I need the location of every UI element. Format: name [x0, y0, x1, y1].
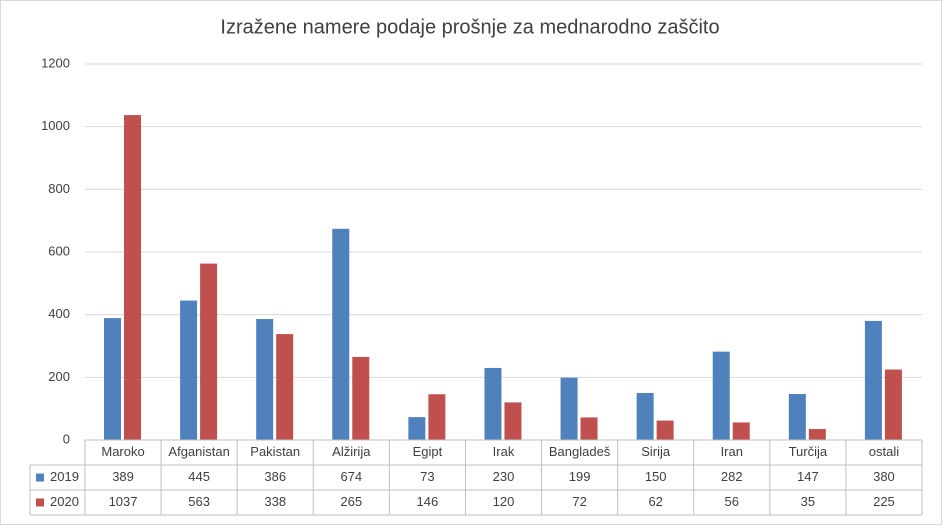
table-value: 146	[417, 494, 439, 509]
bar	[256, 319, 274, 440]
bar	[504, 402, 522, 440]
bar	[656, 420, 674, 440]
x-tick-label: Pakistan	[250, 444, 300, 459]
bar	[104, 318, 121, 440]
table-value: 225	[873, 494, 895, 509]
bar	[428, 394, 446, 440]
x-tick-label: Alžirija	[332, 444, 371, 459]
x-tick-label: Turčija	[789, 444, 828, 459]
legend-label: 2019	[50, 469, 79, 484]
table-value: 563	[188, 494, 210, 509]
bar	[276, 334, 294, 440]
table-value: 199	[569, 469, 591, 484]
x-tick-label: Sirija	[641, 444, 671, 459]
bar	[124, 115, 141, 440]
x-tick-label: Bangladeš	[549, 444, 611, 459]
y-tick-label: 0	[63, 431, 70, 446]
bar	[560, 377, 578, 440]
legend-key	[36, 498, 44, 507]
bar	[808, 429, 826, 440]
table-value: 265	[340, 494, 362, 509]
table-value: 380	[873, 469, 895, 484]
table-value: 150	[645, 469, 667, 484]
bar	[636, 393, 654, 440]
legend-label: 2020	[50, 494, 79, 509]
y-tick-label: 200	[48, 369, 70, 384]
table-value: 56	[725, 494, 739, 509]
bar	[408, 417, 426, 440]
table-value: 147	[797, 469, 819, 484]
bar	[732, 422, 750, 440]
bar	[712, 351, 730, 440]
bar	[884, 369, 902, 440]
table-value: 62	[648, 494, 662, 509]
bar	[200, 263, 218, 440]
y-tick-label: 800	[48, 181, 70, 196]
table-value: 282	[721, 469, 743, 484]
table-value: 338	[264, 494, 286, 509]
table-value: 120	[493, 494, 515, 509]
table-value: 674	[340, 469, 362, 484]
table-value: 35	[801, 494, 815, 509]
table-value: 1037	[109, 494, 138, 509]
bar	[864, 320, 882, 440]
table-value: 445	[188, 469, 210, 484]
bar	[484, 367, 502, 440]
chart-title: Izražene namere podaje prošnje za mednar…	[220, 16, 719, 38]
chart-border	[0, 0, 942, 525]
table-value: 389	[112, 469, 134, 484]
table-value: 73	[420, 469, 434, 484]
bar	[788, 393, 806, 440]
legend-key	[36, 473, 44, 482]
table-value: 230	[493, 469, 515, 484]
x-tick-label: Iran	[721, 444, 743, 459]
y-tick-label: 600	[48, 243, 70, 258]
bar	[332, 228, 350, 440]
y-tick-label: 400	[48, 306, 70, 321]
x-tick-label: Irak	[493, 444, 515, 459]
table-value: 386	[264, 469, 286, 484]
bar	[180, 300, 198, 440]
bar	[580, 417, 598, 440]
x-tick-label: ostali	[869, 444, 899, 459]
x-tick-label: Afganistan	[168, 444, 229, 459]
y-tick-label: 1200	[41, 55, 70, 70]
y-tick-label: 1000	[41, 118, 70, 133]
x-tick-label: Maroko	[101, 444, 144, 459]
x-tick-label: Egipt	[413, 444, 443, 459]
bar	[352, 356, 370, 440]
table-value: 72	[572, 494, 586, 509]
